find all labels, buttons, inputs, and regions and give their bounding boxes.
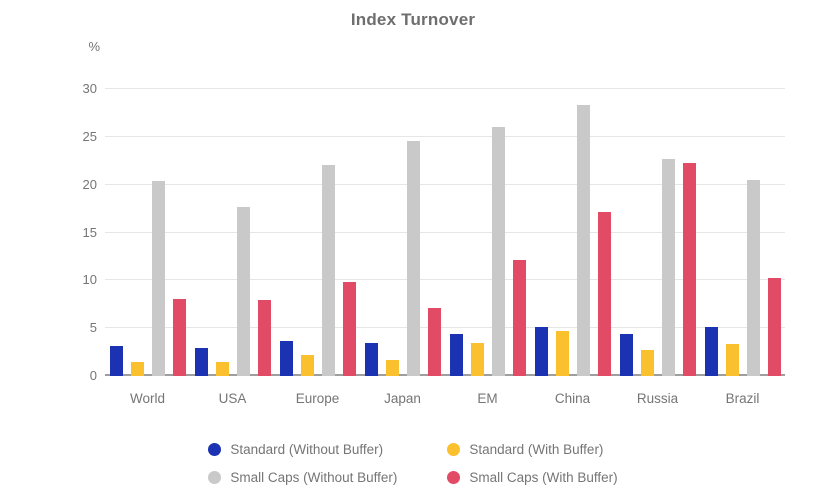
bar-china-series-0[interactable] [534, 327, 548, 376]
legend-label: Standard (With Buffer) [469, 442, 604, 457]
legend-marker-icon [208, 471, 222, 484]
legend-item-3: Small Caps (With Buffer) [447, 470, 618, 485]
legend-item-2: Small Caps (Without Buffer) [208, 470, 397, 485]
y-tick-label-10: 10 [82, 272, 97, 288]
bar-europe-series-0[interactable] [279, 340, 293, 376]
bar-em-series-3[interactable] [512, 260, 526, 376]
bar-em-series-1[interactable] [470, 342, 484, 376]
bar-china-series-2[interactable] [576, 105, 590, 376]
gridline-10 [105, 279, 785, 281]
bar-russia-series-2[interactable] [661, 158, 675, 376]
y-tick-label-15: 15 [82, 224, 97, 240]
legend-marker-icon [447, 443, 461, 456]
gridline-30 [105, 88, 785, 89]
legend-item-0: Standard (Without Buffer) [208, 442, 397, 457]
bar-world-series-3[interactable] [172, 298, 186, 376]
x-axis-label-brazil: Brazil [725, 391, 760, 406]
legend-label: Small Caps (Without Buffer) [230, 470, 398, 485]
bar-japan-series-1[interactable] [385, 359, 399, 376]
x-axis-labels: World USA Europe Japan EM China Russia Brazil [105, 391, 785, 406]
bar-japan-series-0[interactable] [364, 342, 378, 376]
bar-china-series-1[interactable] [555, 331, 569, 376]
x-axis-label-usa: USA [218, 391, 247, 406]
legend: Standard (Without Buffer) Standard (With … [0, 442, 826, 485]
x-axis-label-europe: Europe [295, 391, 340, 406]
gridline-15 [105, 231, 785, 233]
bar-brazil-series-0[interactable] [704, 327, 718, 376]
bar-groups [105, 89, 785, 376]
gridline-20 [105, 183, 785, 185]
x-axis-label-world: World [129, 391, 165, 406]
bar-world-series-0[interactable] [109, 346, 123, 376]
bar-brazil-series-3[interactable] [767, 278, 781, 376]
plot-area: 0 5 10 15 20 25 30 [83, 82, 785, 383]
bar-russia-series-3[interactable] [682, 162, 696, 376]
bar-japan-series-2[interactable] [406, 140, 420, 376]
legend-marker-icon [447, 471, 461, 484]
y-tick-label-30: 30 [82, 81, 97, 96]
bar-em-series-2[interactable] [491, 127, 505, 376]
bar-group-china [530, 89, 615, 376]
bar-group-russia [615, 89, 700, 376]
bar-world-series-1[interactable] [130, 361, 144, 376]
legend-label: Standard (Without Buffer) [230, 442, 384, 457]
bar-japan-series-3[interactable] [427, 308, 441, 376]
x-axis-label-russia: Russia [636, 391, 679, 406]
bar-usa-series-1[interactable] [215, 361, 229, 376]
bar-em-series-0[interactable] [449, 333, 463, 376]
bar-europe-series-2[interactable] [321, 164, 335, 376]
bar-brazil-series-1[interactable] [725, 344, 739, 376]
bar-world-series-2[interactable] [151, 180, 165, 376]
y-tick-label-0: 0 [89, 368, 97, 383]
bar-group-brazil [700, 89, 785, 376]
bar-group-world [105, 89, 190, 376]
y-axis-unit-label: % [88, 39, 100, 54]
bar-usa-series-3[interactable] [257, 300, 271, 376]
x-axis-label-japan: Japan [384, 391, 421, 406]
x-axis-label-em: EM [477, 391, 498, 406]
legend-marker-icon [208, 443, 222, 456]
bar-russia-series-0[interactable] [619, 333, 633, 376]
y-tick-label-20: 20 [82, 176, 97, 192]
gridline-5 [105, 327, 785, 329]
bar-europe-series-1[interactable] [300, 354, 314, 376]
bar-brazil-series-2[interactable] [746, 179, 760, 376]
bar-group-europe [275, 89, 360, 376]
bar-group-usa [190, 89, 275, 376]
bar-china-series-3[interactable] [597, 212, 611, 376]
y-tick-label-25: 25 [82, 128, 97, 144]
y-tick-label-5: 5 [89, 320, 97, 336]
bar-usa-series-0[interactable] [194, 348, 208, 376]
gridline-0 [105, 374, 785, 376]
bar-russia-series-1[interactable] [640, 350, 654, 376]
bar-group-japan [360, 89, 445, 376]
bar-group-em [445, 89, 530, 376]
gridline-25 [105, 135, 785, 137]
bar-usa-series-2[interactable] [236, 206, 250, 376]
legend-label: Small Caps (With Buffer) [469, 470, 618, 485]
bar-europe-series-3[interactable] [342, 282, 356, 376]
x-axis-label-china: China [554, 391, 591, 406]
legend-item-1: Standard (With Buffer) [447, 442, 617, 457]
chart-title: Index Turnover [350, 10, 476, 29]
